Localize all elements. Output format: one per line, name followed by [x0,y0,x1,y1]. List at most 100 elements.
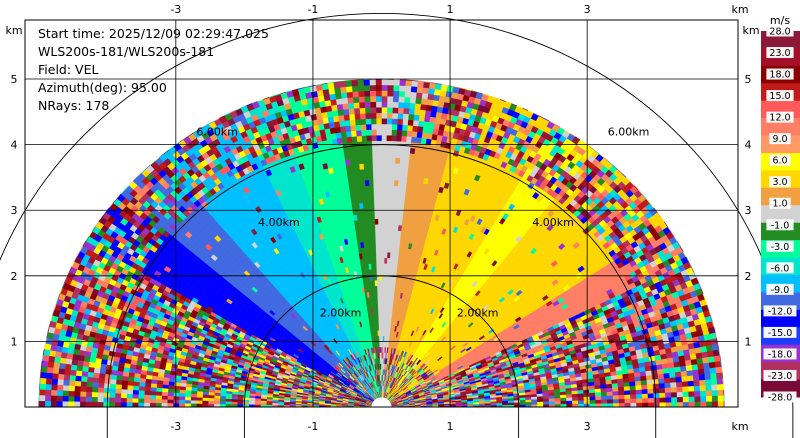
radar-gate [394,157,401,164]
radar-gate [595,399,602,404]
radar-gate [670,386,678,393]
radar-gate [705,384,713,391]
radar-gate [706,395,713,402]
radar-gate [693,384,701,392]
radar-gate [398,79,406,86]
radar-gate [405,135,412,143]
radar-gate [636,402,643,407]
radar-gate [393,179,399,187]
radar-gate [589,402,596,407]
radar-gate [711,383,718,391]
radar-gate [630,393,637,399]
radar-gate [698,373,706,381]
radar-gate [571,396,579,401]
radar-gate [398,163,405,170]
radar-gate [396,124,403,131]
radar-gate [624,393,631,400]
radar-gate [671,396,678,403]
radar-gate [618,398,626,404]
radar-gate [560,400,567,405]
radar-gate [416,80,424,88]
radar-gate [566,400,573,405]
radar-gate [410,85,418,93]
radar-gate [409,91,417,99]
radar-gate [711,400,719,407]
radar-gate [647,392,655,399]
radar-gate [677,401,684,407]
radar-gate [682,401,690,407]
radar-gate [398,85,406,92]
radar-gate [399,146,406,154]
radar-gate [630,402,637,407]
radar-gate [403,96,411,104]
radar-gate [618,394,625,400]
radar-gate [402,107,410,115]
radar-gate [403,91,411,98]
radar-gate [711,395,719,402]
radar-gate [676,391,684,398]
radar-gate [618,402,626,407]
radar-gate [699,390,707,397]
radar-gate [393,168,400,175]
radar-gate [704,373,712,380]
radar-gate [659,396,666,403]
radar-gate [398,90,406,98]
radar-gate [589,399,596,404]
radar-gate [704,378,712,386]
radar-gate [665,391,672,398]
radar-gate [601,402,608,407]
radar-gate [723,389,725,396]
radar-gate [548,400,556,405]
radar-gate [659,401,666,407]
radar-gate [397,96,405,103]
radar-gate [682,390,690,398]
radar-gate [700,400,707,407]
radar-gate [647,401,655,407]
radar-gate [710,378,718,385]
radar-gate [415,92,423,99]
radar-gate [401,118,409,126]
radar-gate [717,400,725,407]
radar-gate [554,400,562,405]
radar-gate [647,397,655,403]
radar-gate [664,386,672,393]
radar-gate [694,395,701,402]
radar-gate [415,86,424,94]
radar-gate [401,129,408,137]
radar-gate [407,113,415,121]
radar-gate [399,152,406,159]
radar-gate [717,383,724,391]
radar-gate [589,395,596,401]
radar-gate [613,402,620,407]
radar-gate [670,391,678,398]
radar-gate [595,402,602,407]
radar-gate [408,102,416,110]
radar-gate [676,386,683,393]
radar-gate [408,108,415,115]
radar-gate [414,97,422,105]
radar-gate [641,397,649,403]
radar-gate [601,398,608,404]
radar-gate [577,403,585,407]
radar-gate [572,403,579,407]
radar-gate [710,372,718,380]
radar-gate [636,397,643,403]
radar-gate [606,398,614,404]
radar-gate [723,394,725,402]
radar-gate [687,385,695,392]
radar-gate [647,388,654,394]
radar-gate [688,401,695,407]
radar-gate [653,392,660,399]
radar-gate [692,374,700,381]
radar-gate [676,396,684,403]
radar-gate [392,196,398,203]
radar-gate [699,384,707,392]
radar-gate [403,102,410,109]
radar-gate [394,151,401,159]
radar-gate [395,146,401,153]
radar-gate [635,393,643,399]
radar-gate [401,124,408,131]
radar-gate [612,394,620,400]
radar-gate [404,147,411,154]
